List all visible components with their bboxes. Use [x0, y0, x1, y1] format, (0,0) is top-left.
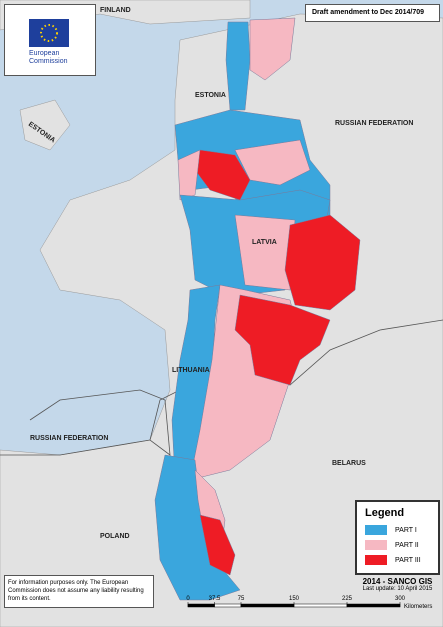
scale-segment — [214, 603, 242, 608]
zone — [177, 149, 201, 201]
zone — [249, 17, 296, 81]
zone — [225, 21, 251, 111]
scale-bar: 0 37.5 75 150 225 300 Kilometers — [186, 596, 432, 610]
title-box: Draft amendment to Dec 2014/709 — [305, 4, 440, 22]
legend-label: PART III — [395, 556, 421, 564]
country-label: FINLAND — [100, 7, 131, 14]
credit: 2014 - SANCO GIS — [362, 577, 433, 586]
scale-label: 150 — [289, 596, 300, 602]
scale-label: 225 — [342, 596, 353, 602]
country-label: POLAND — [100, 533, 130, 540]
country-label: LATVIA — [252, 239, 277, 246]
legend-label: PART II — [395, 541, 419, 549]
legend-swatch — [365, 555, 387, 565]
credits: 2014 - SANCO GIS Last update: 10 April 2… — [355, 577, 440, 592]
country-label: LITHUANIA — [172, 367, 210, 374]
legend-entry: PART I — [365, 525, 430, 535]
country-label: ESTONIA — [195, 92, 226, 99]
logo-box: European Commission — [4, 4, 96, 76]
scale-label: 0 — [186, 596, 190, 602]
zone — [234, 139, 311, 186]
scale-label: 37.5 — [209, 596, 221, 602]
zone — [284, 214, 361, 311]
scale-segment — [187, 603, 215, 608]
legend-swatch — [365, 525, 387, 535]
eu-flag — [29, 19, 69, 47]
scale-label: 300 — [395, 596, 406, 602]
legend-entry: PART III — [365, 555, 430, 565]
update: Last update: 10 April 2015 — [362, 586, 433, 592]
scale-segment — [346, 603, 401, 608]
border — [0, 389, 171, 456]
legend-swatch — [365, 540, 387, 550]
scale-segment — [240, 603, 295, 608]
zone — [234, 214, 296, 291]
legend: Legend PART I PART II PART III — [355, 500, 440, 575]
scale-label: 75 — [238, 596, 245, 602]
country-label: BELARUS — [332, 460, 366, 467]
country-label: RUSSIAN FEDERATION — [30, 435, 108, 442]
legend-items: PART I PART II PART III — [365, 525, 430, 565]
scale-unit: Kilometers — [404, 604, 432, 610]
country-label: RUSSIAN FEDERATION — [335, 120, 413, 127]
legend-label: PART I — [395, 526, 417, 534]
legend-entry: PART II — [365, 540, 430, 550]
logo-text: European Commission — [29, 50, 68, 65]
scale-segment — [293, 603, 348, 608]
zone — [199, 514, 236, 576]
disclaimer: For information purposes only. The Europ… — [4, 575, 154, 608]
zone — [234, 294, 331, 386]
legend-title: Legend — [365, 507, 405, 519]
island — [19, 99, 71, 151]
